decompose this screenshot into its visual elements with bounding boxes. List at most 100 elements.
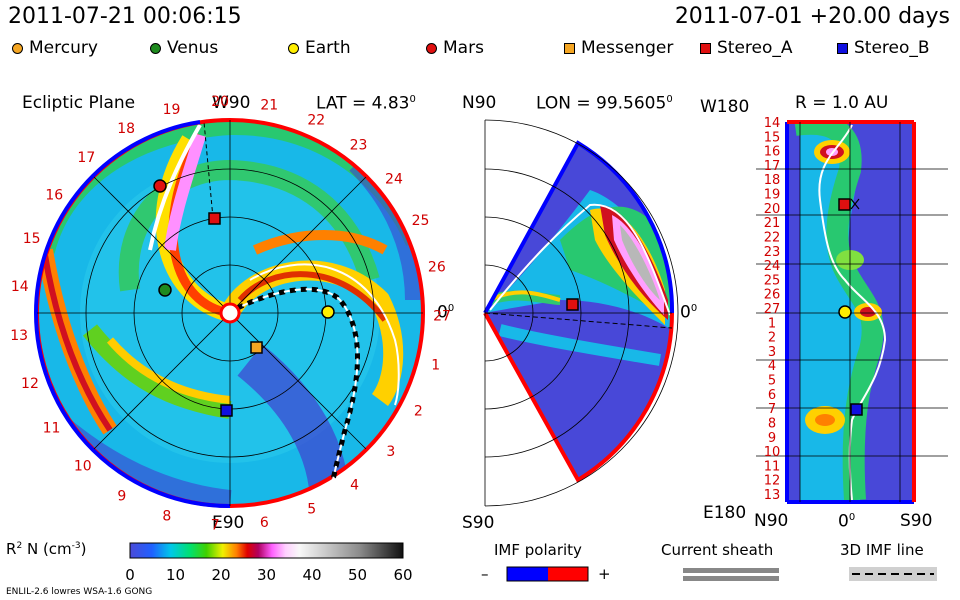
carrington-label: 5	[307, 502, 316, 518]
earth-row-label: 22	[764, 230, 781, 245]
earth-x-zero: 00	[838, 511, 856, 532]
carrington-label: 7	[211, 517, 220, 533]
colorbar-ticks: 0 10 20 30 40 50 60	[125, 566, 412, 584]
earth-row-label: 16	[764, 145, 781, 160]
ecliptic-title: Ecliptic Plane	[22, 93, 136, 113]
stereo-b-marker-icon	[837, 42, 848, 54]
earth-row-label: 20	[764, 202, 781, 217]
carrington-label: 11	[43, 420, 61, 436]
earth-row-label: 14	[764, 116, 781, 131]
earth-marker-icon	[288, 42, 299, 54]
earth-row-label: 17	[764, 159, 781, 174]
earth-row-label: 11	[764, 459, 781, 474]
earth-marker	[321, 305, 335, 319]
run-start-days: 2011-07-01 +20.00 days	[674, 4, 950, 29]
colorbar-tick-label: 10	[166, 566, 185, 584]
earth-panel-cross-icon	[850, 198, 860, 210]
legend-mercury: Mercury	[12, 38, 98, 58]
earth-row-label: 8	[768, 416, 776, 431]
earth-panel-stereo-a-marker	[838, 198, 851, 211]
carrington-label: 3	[386, 444, 395, 460]
meridional-lon: LON = 99.56050	[536, 93, 673, 114]
carrington-label: 24	[385, 172, 403, 188]
earth-row-label: 3	[768, 345, 776, 360]
carrington-label: 10	[74, 459, 92, 475]
earth-e180: E180	[703, 503, 747, 523]
model-footer: ENLIL-2.6 lowres WSA-1.6 GONG	[6, 587, 153, 597]
stereo-b-marker	[220, 404, 233, 417]
imf-polarity-title: IMF polarity	[494, 541, 582, 559]
earth-w180: W180	[700, 97, 750, 117]
sun-icon	[219, 302, 241, 324]
colorbar-tick-label: 60	[393, 566, 412, 584]
legend-venus: Venus	[150, 38, 218, 58]
ecliptic-e90: E90	[212, 513, 245, 533]
earth-row-label: 19	[764, 188, 781, 203]
meridional-n90: N90	[462, 93, 497, 113]
carrington-label: 20	[211, 94, 229, 110]
carrington-label: 15	[23, 231, 41, 247]
carrington-label: 17	[77, 150, 95, 166]
earth-row-label: 15	[764, 130, 781, 145]
imf-polarity-minus: –	[481, 565, 489, 583]
carrington-label: 8	[162, 508, 171, 524]
colorbar-tick-label: 40	[302, 566, 321, 584]
carrington-label: 13	[10, 328, 28, 344]
venus-marker	[158, 283, 172, 297]
messenger-marker	[250, 341, 263, 354]
colorbar-label: R2 N (cm-3)	[6, 540, 87, 558]
stereo-a-marker	[208, 212, 221, 225]
carrington-label: 9	[117, 488, 126, 504]
ecliptic-w90: W90	[212, 93, 251, 113]
mars-marker-icon	[426, 42, 437, 54]
stereo-a-meridional-marker	[566, 298, 579, 311]
earth-row-label: 27	[764, 302, 781, 317]
meridional-density-map	[485, 143, 673, 480]
imf-polarity-plus: +	[598, 565, 611, 583]
mercury-marker-icon	[12, 42, 23, 54]
earth-row-label: 10	[764, 445, 781, 460]
carrington-label: 6	[260, 515, 269, 531]
ecliptic-lat: LAT = 4.830	[316, 93, 416, 114]
earth-panel-stereo-b-marker	[850, 403, 863, 416]
colorbar-tick-label: 20	[211, 566, 230, 584]
current-sheath-line	[226, 286, 360, 481]
simulation-time: 2011-07-21 00:06:15	[8, 4, 242, 29]
earth-row-label: 2	[768, 331, 776, 346]
carrington-labels: 19 20 212223242526271234567891011121314151…	[10, 94, 451, 533]
earth-row-label: 5	[768, 374, 776, 389]
current-sheath-swatch	[683, 568, 779, 573]
ecliptic-zero: 00	[437, 302, 455, 323]
earth-panel-earth-marker	[838, 305, 852, 319]
colorbar-tick-label: 30	[257, 566, 276, 584]
carrington-label: 26	[428, 260, 446, 276]
current-sheath-title: Current sheath	[661, 541, 774, 559]
earth-row-label: 6	[768, 388, 776, 403]
earth-row-label: 25	[764, 273, 781, 288]
earth-row-label: 7	[768, 402, 776, 417]
earth-row-label: 23	[764, 245, 781, 260]
imf-polarity-positive-swatch	[548, 567, 588, 581]
legend-stereo-b: Stereo_B	[837, 38, 930, 58]
earth-row-label: 4	[768, 359, 776, 374]
earth-row-label: 9	[768, 431, 776, 446]
earth-row-label: 12	[764, 474, 781, 489]
carrington-label: 22	[307, 112, 325, 128]
carrington-label: 23	[350, 137, 368, 153]
colorbar-tick-label: 50	[348, 566, 367, 584]
earth-row-label: 24	[764, 259, 781, 274]
carrington-label: 25	[412, 213, 430, 229]
carrington-label: 12	[21, 376, 39, 392]
carrington-label: 19	[163, 102, 181, 118]
stereo-a-marker-icon	[700, 42, 711, 54]
earth-row-label: 21	[764, 216, 781, 231]
meridional-zero: 00	[680, 302, 698, 323]
carrington-label: 4	[350, 478, 359, 494]
carrington-label: 21	[260, 98, 278, 114]
earth-x-n90: N90	[754, 511, 789, 531]
carrington-label: 27	[433, 308, 451, 324]
earth-row-label: 1	[768, 316, 776, 331]
meridional-grid	[484, 119, 679, 507]
legend-messenger: Messenger	[564, 38, 673, 58]
